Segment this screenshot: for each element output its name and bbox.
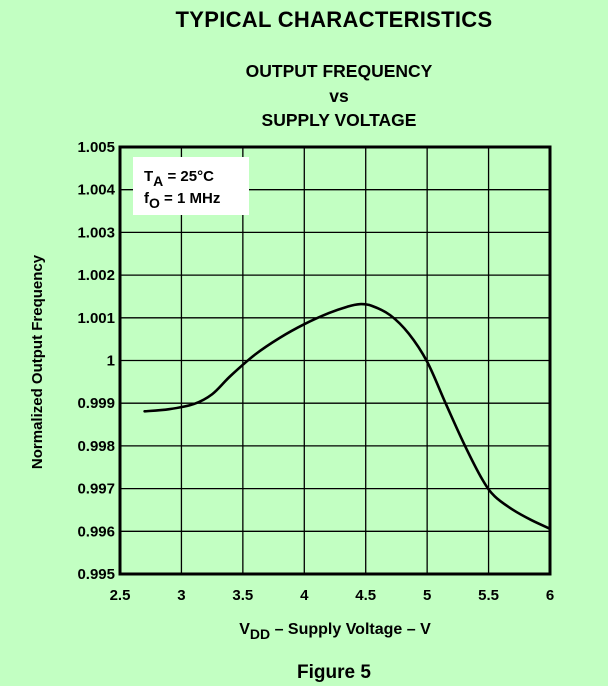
y-tick-label: 1.004 (77, 182, 115, 199)
page-header: TYPICAL CHARACTERISTICS (175, 7, 493, 32)
y-tick-label: 1 (107, 353, 115, 370)
series-line (143, 302, 552, 531)
chart-title-line-2: vs (329, 86, 349, 106)
y-axis-label: Normalized Output Frequency (29, 254, 46, 469)
y-tick-label: 1.002 (77, 267, 115, 284)
y-tick-label: 1.001 (77, 310, 115, 327)
x-tick-label: 4.5 (355, 587, 376, 604)
y-tick-labels: 0.995 0.996 0.997 0.998 0.999 1 1.001 1.002 1.00… (77, 139, 115, 583)
y-tick-label: 0.996 (77, 523, 115, 540)
x-tick-label: 3 (177, 587, 185, 604)
x-tick-label: 5 (423, 587, 431, 604)
legend-line-frequency: fO = 1 MHz (144, 190, 220, 211)
legend-background (133, 157, 249, 215)
x-tick-label: 4 (300, 587, 309, 604)
x-tick-label: 5.5 (478, 587, 499, 604)
y-tick-label: 1.005 (77, 139, 115, 156)
y-tick-label: 1.003 (77, 224, 115, 241)
y-tick-label: 0.998 (77, 438, 115, 455)
y-tick-label: 0.999 (77, 395, 115, 412)
legend-box: TA = 25°C fO = 1 MHz (133, 157, 249, 215)
y-tick-label: 0.995 (77, 566, 115, 583)
x-tick-label: 3.5 (232, 587, 253, 604)
figure-caption: Figure 5 (297, 662, 371, 683)
legend-line-temperature: TA = 25°C (144, 168, 214, 189)
x-tick-labels: 2.5 3 3.5 4 4.5 5 5.5 6 (110, 587, 555, 604)
plot-frame (118, 145, 552, 576)
chart-title-line-3: SUPPLY VOLTAGE (261, 110, 417, 130)
x-tick-label: 2.5 (110, 587, 131, 604)
x-axis-label: VDD – Supply Voltage – V (239, 621, 431, 642)
chart-title-line-1: OUTPUT FREQUENCY (245, 61, 433, 81)
x-tick-label: 6 (546, 587, 554, 604)
y-tick-label: 0.997 (77, 481, 115, 498)
